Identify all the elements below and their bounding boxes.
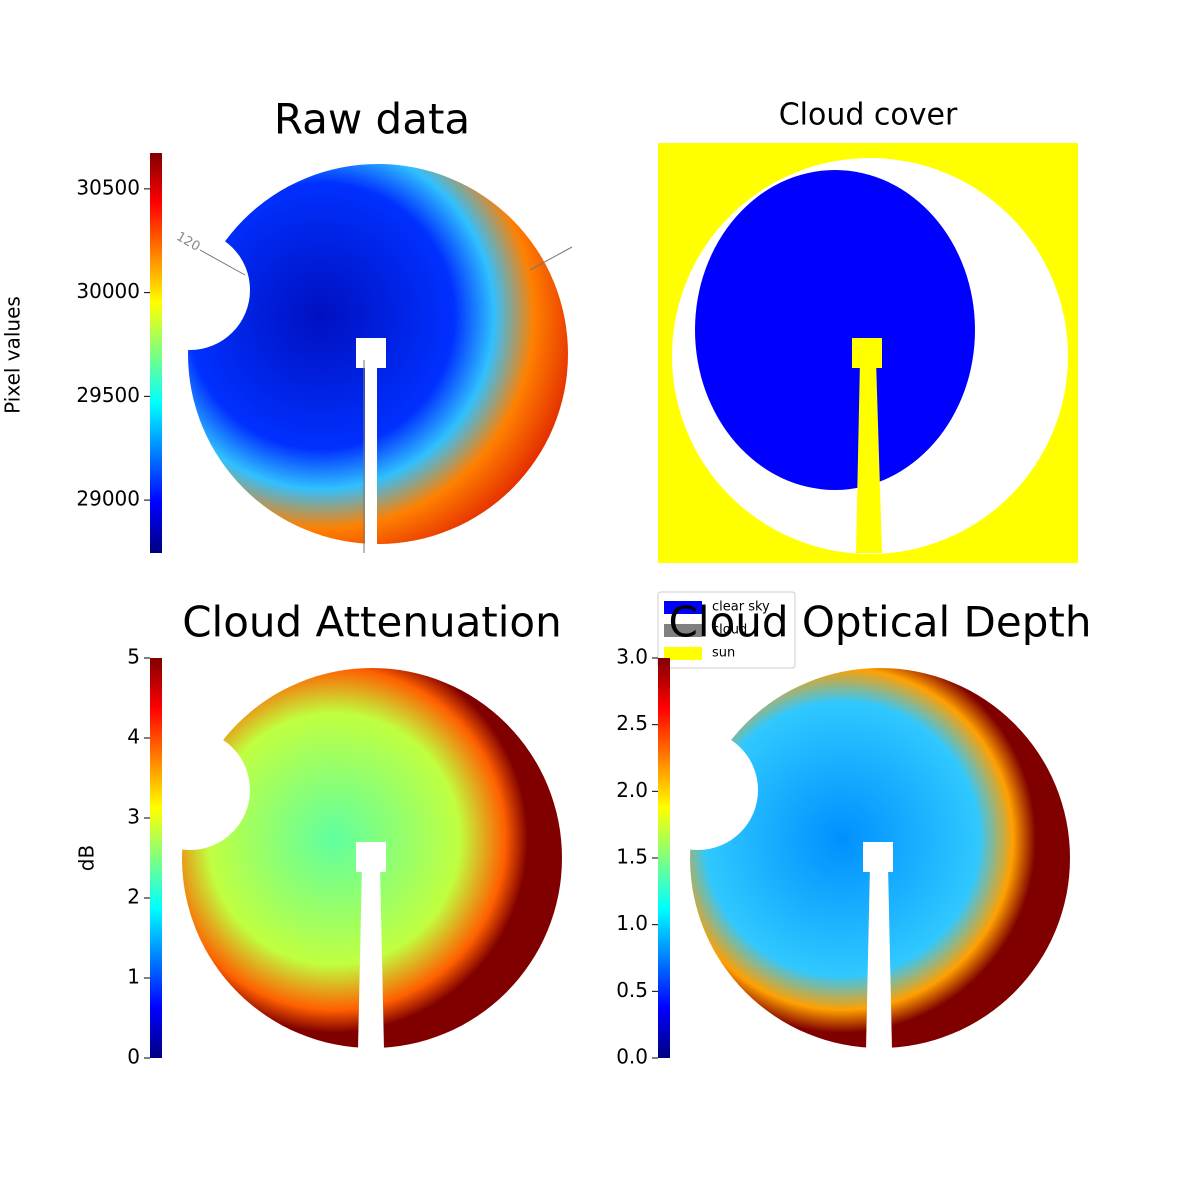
colorbar xyxy=(150,658,162,1058)
colorbar-tick-label: 30000 xyxy=(76,279,140,303)
panel-title: Cloud cover xyxy=(779,98,958,133)
legend-label: sun xyxy=(712,646,735,661)
colorbar-tick-label: 30500 xyxy=(76,175,140,199)
colorbar-label: Pixel values xyxy=(1,296,25,414)
legend-label: cloud xyxy=(712,623,747,638)
colorbar-tick-label: 4 xyxy=(127,725,140,749)
colorbar-tick-label: 0.0 xyxy=(616,1045,648,1069)
attenuation-image xyxy=(130,668,562,1050)
colorbar-tick-label: 2.5 xyxy=(616,711,648,735)
colorbar-tick-label: 1.5 xyxy=(616,845,648,869)
colorbar-tick-label: 29500 xyxy=(76,383,140,407)
cloud-mask-image xyxy=(658,143,1078,563)
colorbar-tick-label: 5 xyxy=(127,645,140,669)
legend-swatch xyxy=(664,647,702,660)
legend-swatch xyxy=(664,601,702,614)
colorbar-label: dB xyxy=(75,845,99,871)
panel-title: Raw data xyxy=(274,95,470,144)
colorbar xyxy=(150,153,162,553)
colorbar-tick-label: 29000 xyxy=(76,487,140,511)
colorbar-tick-label: 3 xyxy=(127,805,140,829)
sky-image xyxy=(130,164,573,553)
colorbar-tick-label: 0 xyxy=(127,1045,140,1069)
colorbar-tick-label: 1.0 xyxy=(616,911,648,935)
colorbar-tick-label: 1 xyxy=(127,965,140,989)
legend-label: clear sky xyxy=(712,600,770,615)
colorbar-tick-label: 2 xyxy=(127,885,140,909)
colorbar-tick-label: 0.5 xyxy=(616,978,648,1002)
panel-title: Cloud Optical Depth xyxy=(669,598,1092,647)
legend-swatch xyxy=(664,624,702,637)
colorbar-tick-label: 3.0 xyxy=(616,645,648,669)
colorbar xyxy=(658,658,670,1058)
panel-title: Cloud Attenuation xyxy=(182,598,562,647)
colorbar-tick-label: 2.0 xyxy=(616,778,648,802)
optical-depth-image xyxy=(638,668,1070,1050)
